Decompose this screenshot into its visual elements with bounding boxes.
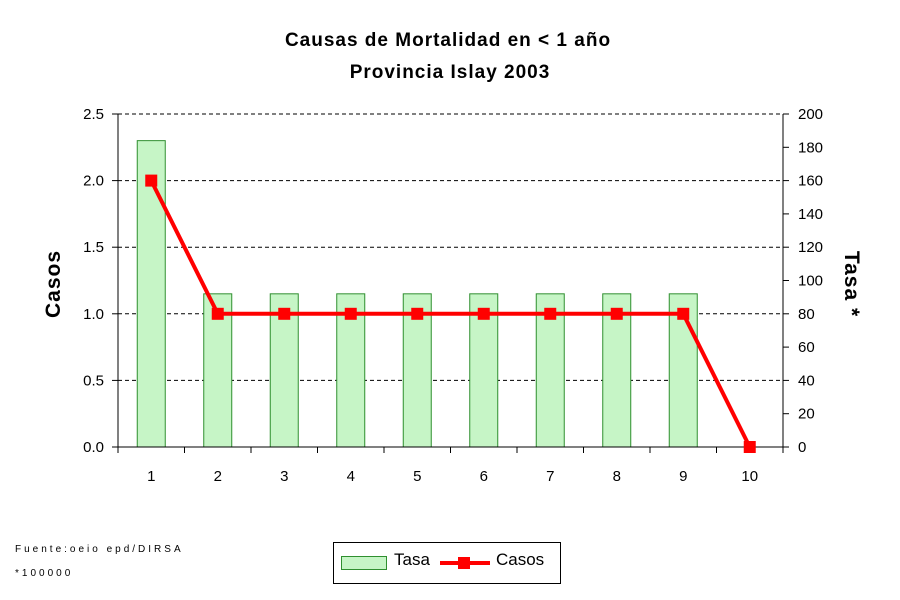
x-tick-label: 6: [480, 468, 488, 485]
x-tick-label: 7: [546, 468, 554, 485]
y-left-tick-label: 2.0: [83, 173, 104, 190]
casos-point: [544, 307, 557, 320]
tick-labels: 0.0 0.5 1.0 1.5 2.0 2.5 0 20 40 60 80 100 120 140 160 1…: [83, 106, 823, 485]
chart-title: Causas de Mortalidad en < 1 año: [285, 30, 611, 51]
y-right-tick-label: 120: [798, 239, 823, 256]
x-tick-label: 2: [214, 468, 222, 485]
casos-point: [743, 441, 756, 453]
source-footnote: Fuente:oeio epd/DIRSA: [15, 544, 184, 555]
legend-tasa-label: Tasa: [394, 550, 430, 569]
legend-casos-marker: [458, 557, 470, 569]
casos-line: [145, 174, 756, 453]
casos-point: [610, 307, 623, 320]
y-left-tick-label: 0.5: [83, 372, 104, 389]
legend: Tasa Casos: [333, 542, 561, 584]
y-axis-left-title: Casos: [42, 250, 65, 318]
tasa-bar: [136, 140, 166, 448]
y-left-tick-label: 1.0: [83, 306, 104, 323]
y-right-tick-label: 60: [798, 339, 815, 356]
rate-footnote: *100000: [15, 568, 74, 579]
chart-subtitle: Provincia Islay 2003: [350, 62, 551, 83]
axes: [112, 113, 789, 453]
y-right-tick-label: 180: [798, 139, 823, 156]
casos-point: [278, 307, 291, 320]
y-left-tick-label: 2.5: [83, 106, 104, 123]
y-right-tick-label: 140: [798, 206, 823, 223]
y-right-tick-label: 200: [798, 106, 823, 123]
casos-point: [411, 307, 424, 320]
y-right-tick-label: 80: [798, 306, 815, 323]
legend-casos-label: Casos: [496, 550, 545, 569]
x-tick-label: 8: [613, 468, 621, 485]
casos-point: [677, 307, 690, 320]
casos-point: [145, 174, 158, 187]
y-left-tick-label: 0.0: [83, 439, 104, 456]
y-axis-right-title: Tasa *: [840, 251, 863, 317]
casos-point: [344, 307, 357, 320]
y-right-tick-label: 40: [798, 372, 815, 389]
casos-point: [211, 307, 224, 320]
casos-point: [477, 307, 490, 320]
x-tick-label: 1: [147, 468, 155, 485]
x-tick-label: 10: [741, 468, 758, 485]
y-left-tick-label: 1.5: [83, 239, 104, 256]
x-tick-label: 4: [347, 468, 355, 485]
x-tick-label: 5: [413, 468, 421, 485]
casos-line-path: [149, 179, 752, 448]
x-tick-label: 9: [679, 468, 687, 485]
tasa-bars: [136, 140, 698, 448]
y-right-tick-label: 20: [798, 406, 815, 423]
legend-tasa-swatch: [341, 556, 387, 570]
y-right-tick-label: 100: [798, 273, 823, 290]
y-right-tick-label: 160: [798, 173, 823, 190]
y-right-tick-label: 0: [798, 439, 806, 456]
x-tick-label: 3: [280, 468, 288, 485]
